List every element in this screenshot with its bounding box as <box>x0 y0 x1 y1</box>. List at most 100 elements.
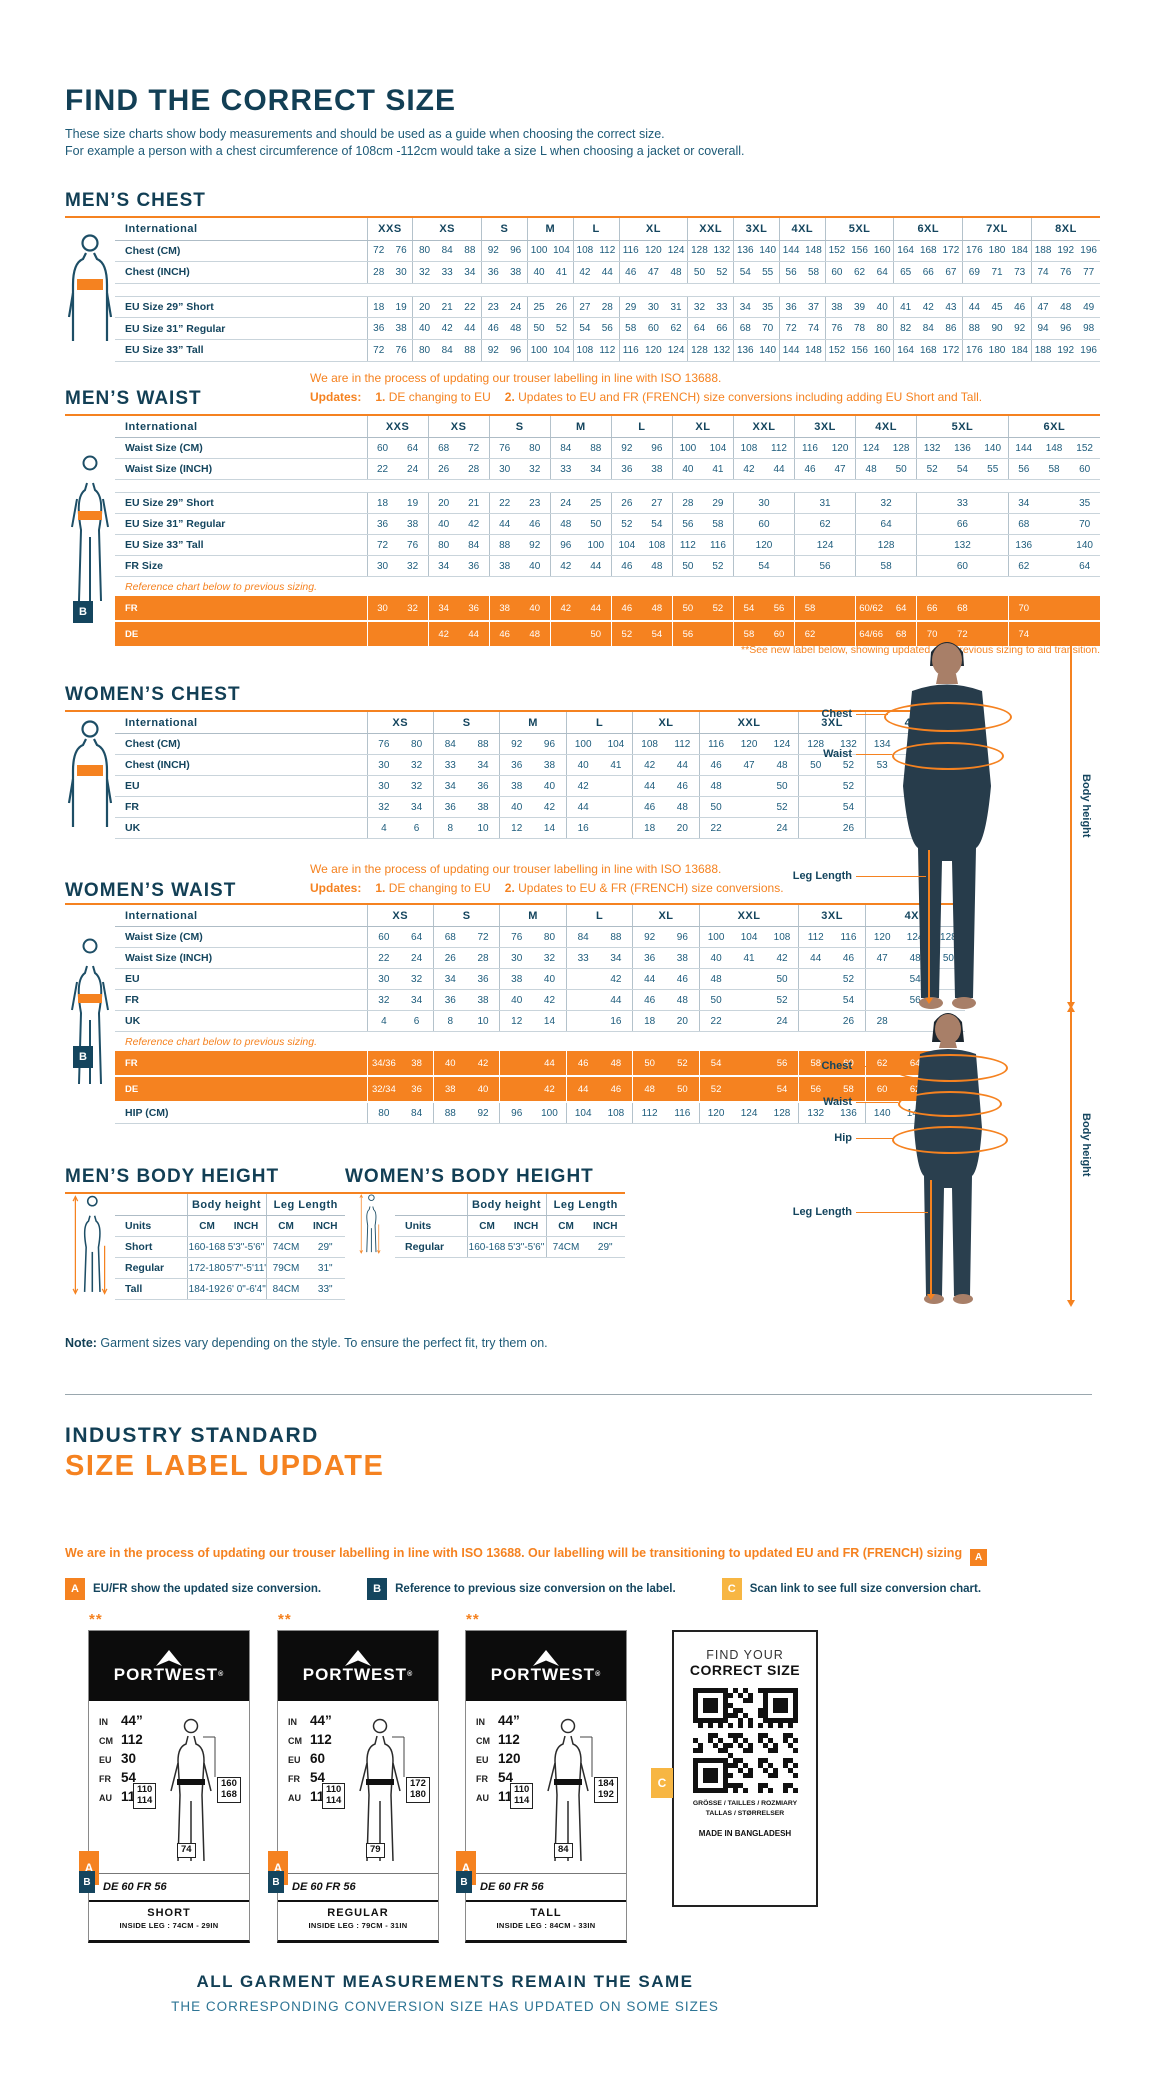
size-cell: 40 <box>466 1076 500 1103</box>
size-cell: 30 <box>488 458 520 480</box>
qr-find-your: FIND YOUR <box>706 1648 784 1662</box>
legend-item: B Reference to previous size conversion o… <box>367 1578 676 1600</box>
size-cell: 116 <box>702 534 734 556</box>
size-cell: 26 <box>432 947 467 969</box>
size-cell: 184 <box>1008 240 1032 263</box>
man-silhouette <box>903 642 991 1009</box>
womens-body-height-heading: WOMEN’S BODY HEIGHT <box>345 1166 594 1187</box>
size-cell: 112 <box>763 437 795 459</box>
size-cell: 46 <box>666 968 700 990</box>
size-cell: 80 <box>366 1102 401 1124</box>
size-cell: 35 <box>756 296 780 319</box>
size-cell <box>599 796 633 818</box>
size-cell: 66 <box>916 261 940 284</box>
row-label: Waist Size (CM) <box>115 437 368 459</box>
waist-ellipse <box>898 1091 1002 1117</box>
size-cell: 60 <box>864 1076 899 1103</box>
size-cell: 40 <box>427 513 459 535</box>
leg-length-line <box>927 1180 935 1300</box>
qr-code[interactable] <box>692 1688 798 1793</box>
size-cell: 24 <box>397 458 429 480</box>
size-cell: 60 <box>641 317 665 340</box>
size-column-header: 3XL <box>798 903 866 927</box>
size-cell: 48 <box>855 458 887 480</box>
size-column-header: Body height <box>186 1192 266 1216</box>
size-cell: 120 <box>641 339 665 362</box>
size-column-header: 5XL <box>824 215 894 241</box>
size-cell: 21 <box>435 296 459 319</box>
row-label: EU Size 33” Tall <box>115 534 368 556</box>
row-label: Chest (INCH) <box>115 754 367 776</box>
size-cell: 72 <box>947 621 978 648</box>
size-cell: 27 <box>572 296 597 319</box>
size-cell <box>565 1010 600 1032</box>
size-column-header: XXL <box>698 903 799 927</box>
size-column-header: S <box>432 710 500 734</box>
size-column-header: Leg Length <box>265 1192 345 1216</box>
size-cell: 120 <box>698 1102 733 1124</box>
size-cell: 56 <box>671 621 703 648</box>
inseam-size-box: 84 <box>554 1843 573 1858</box>
size-cell: 48 <box>632 1076 666 1103</box>
size-cell <box>898 1010 932 1032</box>
mens_chest-table: International XXS XS S M L XL XXL 3XL 4XL 5XL 6XL 7X… <box>65 215 1101 362</box>
size-column-header: S <box>432 903 500 927</box>
size-cell: 42 <box>732 458 764 480</box>
size-cell: 18 <box>632 1010 666 1032</box>
header-label-cell: International <box>115 414 368 438</box>
size-cell: 96 <box>641 437 673 459</box>
size-cell: INCH <box>226 1215 266 1237</box>
size-cell: 42 <box>458 513 490 535</box>
update-text: DE changing to EU <box>385 880 491 895</box>
header-label-cell: International <box>115 215 367 241</box>
size-cell: 48 <box>549 513 581 535</box>
size-cell: 34 <box>466 754 500 776</box>
size-cell: 48 <box>504 317 528 340</box>
size-cell: 180 <box>985 240 1009 263</box>
header-label-cell: International <box>115 903 367 927</box>
size-cell: 160 <box>871 339 894 362</box>
size-cell: 100 <box>671 437 703 459</box>
size-cell: 36 <box>432 796 467 818</box>
size-cell: 46 <box>698 754 733 776</box>
table-row: Tall 184-192 6' 0"-6'4" 84CM 33" <box>65 1278 345 1300</box>
size-cell: 112 <box>596 240 620 263</box>
size-cell: 66 <box>916 596 948 622</box>
hip-pointer-line <box>856 1138 894 1139</box>
garment-label-card: ** PORTWEST® IN 44” CM 112 EU 60 FR 54 AU 112 110… <box>268 1611 439 1943</box>
table-row: EU Size 33” Tall 72 76 80 84 88 92 96 100 104 108 1… <box>65 534 1100 556</box>
size-cell: 54 <box>732 596 764 622</box>
size-cell: 19 <box>389 296 413 319</box>
spacer-cell <box>115 479 1100 493</box>
size-cell <box>732 796 766 818</box>
size-cell: 46 <box>481 317 505 340</box>
size-column-header: 6XL <box>1007 414 1100 438</box>
size-cell: 66 <box>710 317 734 340</box>
size-cell: 104 <box>599 733 633 755</box>
size-cell: 34 <box>458 261 482 284</box>
size-cell: 54 <box>641 513 673 535</box>
size-cell: 39 <box>848 296 872 319</box>
size-cell: 42 <box>466 1051 500 1077</box>
size-cell: 124 <box>664 240 688 263</box>
waist-pointer-line <box>856 754 892 755</box>
row-label: DE <box>115 1076 367 1103</box>
size-cell <box>798 989 833 1011</box>
size-cell: 58 <box>732 621 764 648</box>
label-size-row: FR 54 <box>99 1770 143 1789</box>
size-column-header: M <box>499 710 567 734</box>
size-cell: 112 <box>798 926 833 948</box>
size-cell: 120 <box>825 437 856 459</box>
size-cell: 180 <box>985 339 1009 362</box>
size-cell: 44 <box>596 261 620 284</box>
size-cell: 52 <box>916 458 948 480</box>
size-cell: 54 <box>832 796 866 818</box>
size-cell: 60 <box>1069 458 1100 480</box>
size-cell: 128 <box>798 733 833 755</box>
size-cell: 56 <box>765 1051 799 1077</box>
size-cell <box>1038 621 1070 648</box>
size-value: 44” <box>498 1713 520 1728</box>
size-cell: 34 <box>733 296 757 319</box>
size-cell: 68 <box>1007 513 1039 535</box>
